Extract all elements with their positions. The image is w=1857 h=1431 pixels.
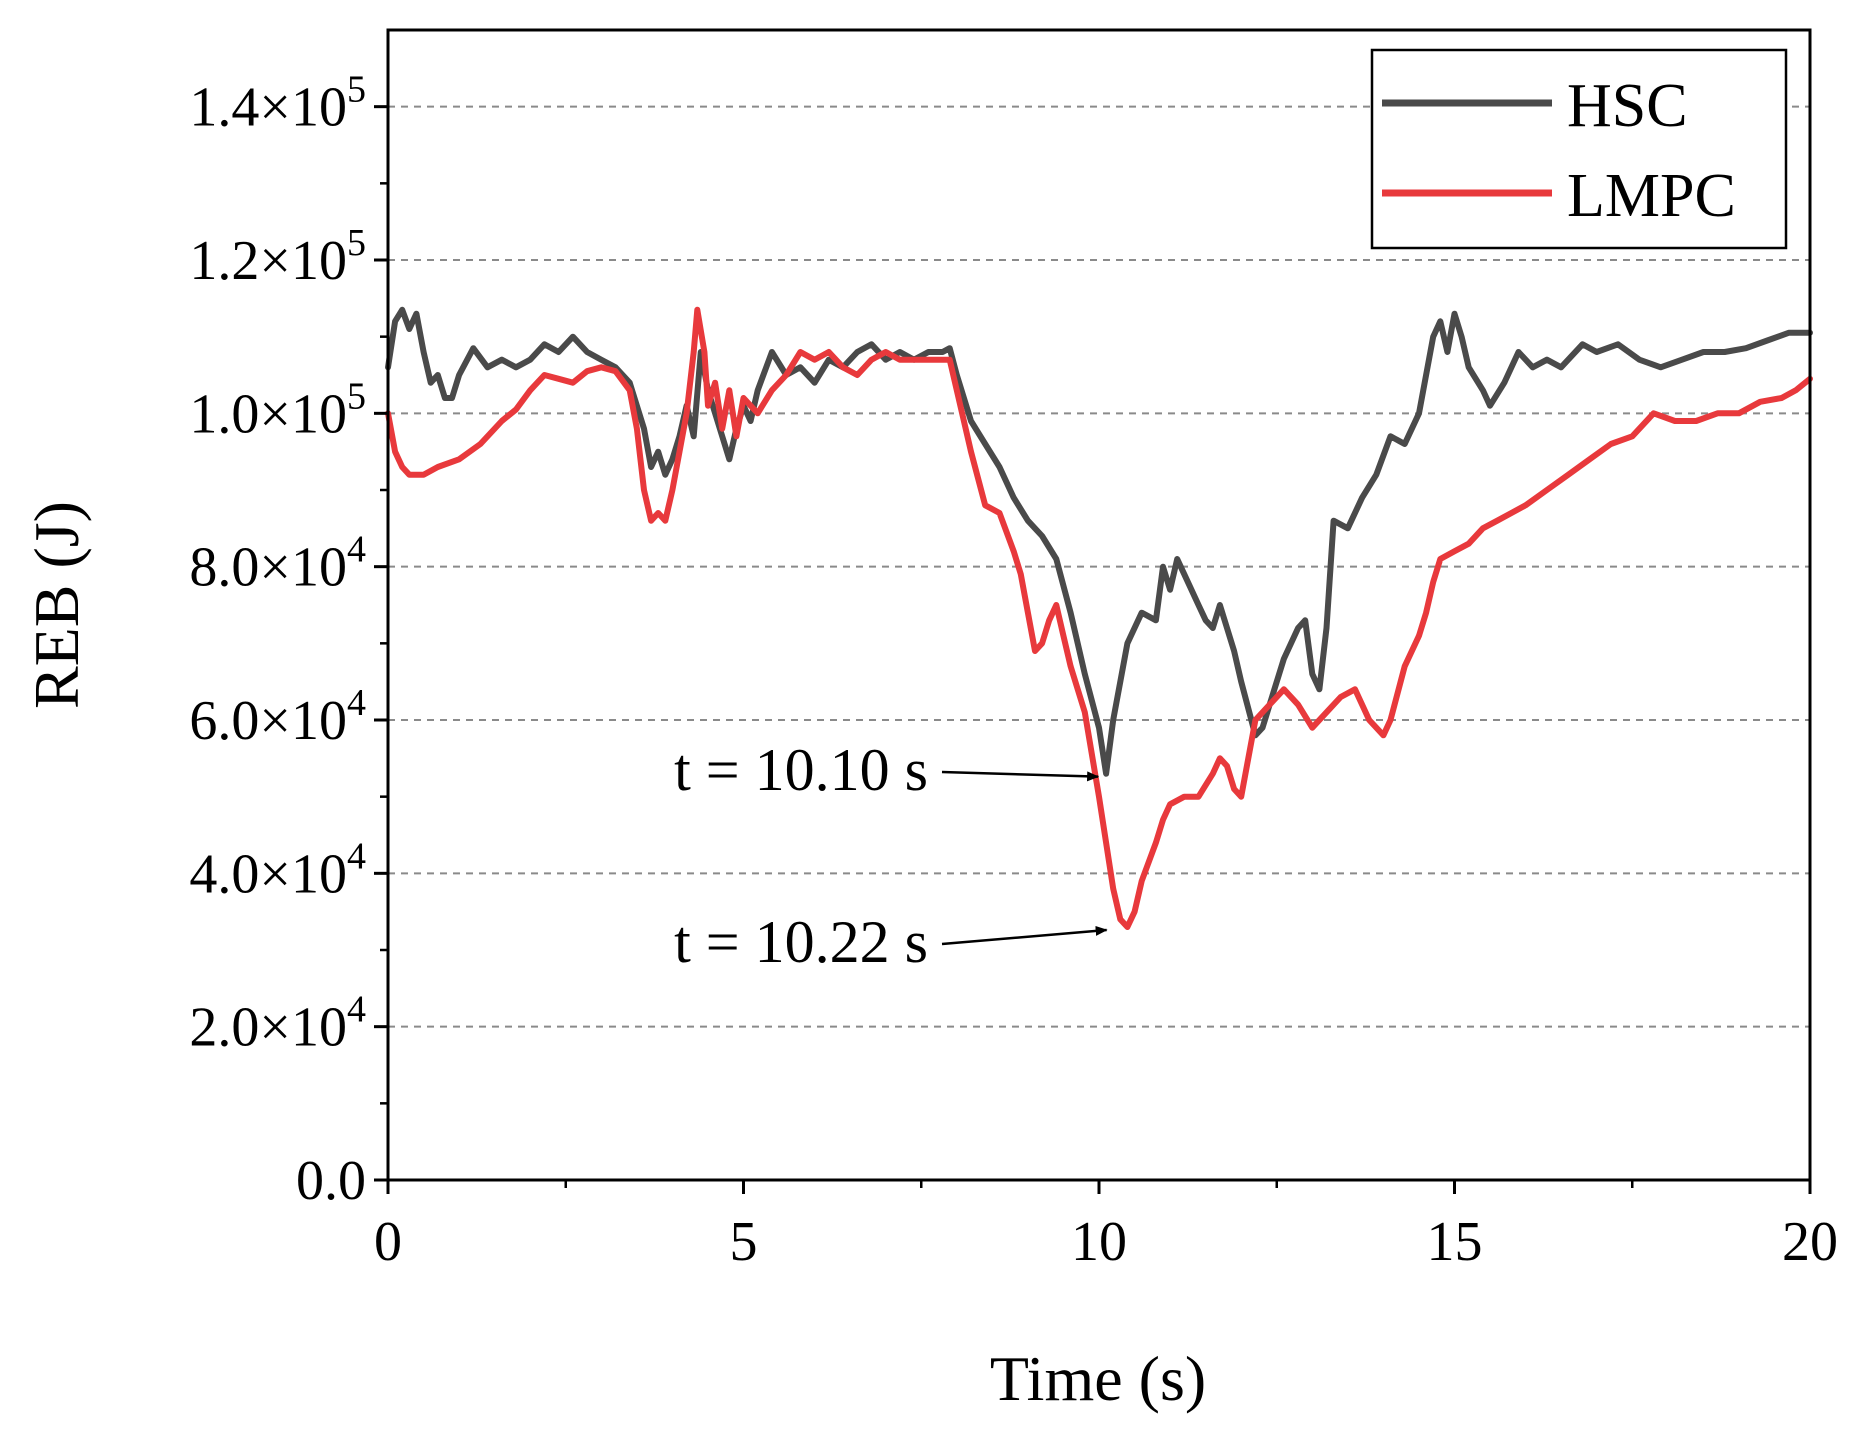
y-tick-label-6: 1.2×105	[189, 222, 366, 292]
series-line-hsc	[385, 306, 1813, 777]
legend-label-hsc: HSC	[1567, 72, 1688, 140]
legend-label-lmpc: LMPC	[1567, 162, 1736, 230]
annotation-label-1: t = 10.22 s	[674, 909, 928, 975]
series-lines	[385, 306, 1813, 930]
axis-ticks: 0.0 2.0×104 4.0×104 6.0×104 8.0×104 1.0×105 1.…	[189, 69, 1838, 1273]
x-tick-label-0: 0	[374, 1211, 402, 1273]
annotation-arrow-0	[941, 770, 1100, 782]
x-tick-label-1: 5	[730, 1211, 758, 1273]
legend-box	[1370, 48, 1788, 250]
x-tick-label-4: 20	[1782, 1211, 1838, 1273]
y-tick-label-1: 2.0×104	[189, 989, 366, 1059]
annotations: t = 10.10 s t = 10.22 s	[674, 737, 1108, 975]
y-tick-label-4: 8.0×104	[189, 529, 366, 599]
y-tick-label-0: 0.0	[296, 1150, 366, 1212]
annotation-arrow-1	[941, 925, 1108, 946]
y-tick-label-3: 6.0×104	[189, 682, 366, 752]
y-tick-label-7: 1.4×105	[189, 69, 366, 139]
x-axis-title: Time (s)	[990, 1343, 1206, 1414]
series-line-lmpc	[385, 306, 1813, 930]
y-tick-label-2: 4.0×104	[189, 835, 366, 905]
y-axis-title: REB (J)	[21, 501, 92, 709]
x-tick-label-2: 10	[1071, 1211, 1127, 1273]
x-tick-label-3: 15	[1427, 1211, 1483, 1273]
legend: HSC LMPC	[1370, 48, 1788, 250]
y-tick-label-5: 1.0×105	[189, 375, 366, 445]
annotation-label-0: t = 10.10 s	[674, 737, 928, 803]
